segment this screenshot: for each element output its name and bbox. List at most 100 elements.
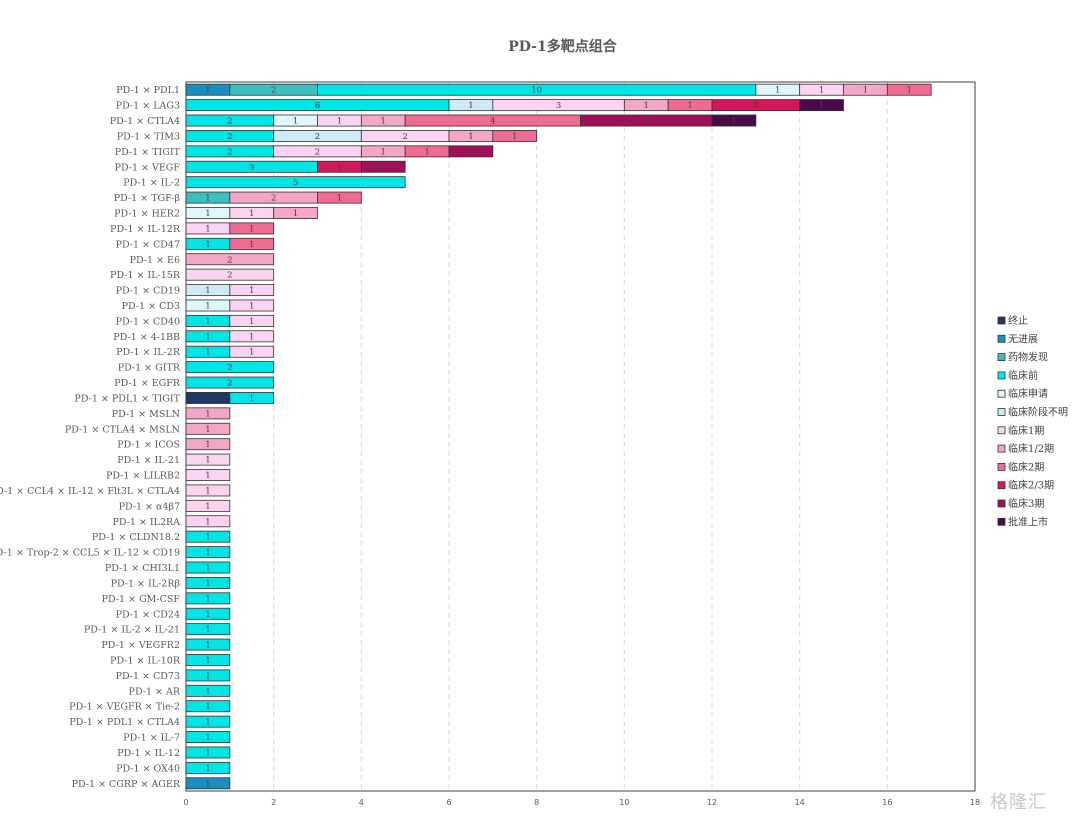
x-tick-label-10: 10	[619, 798, 629, 807]
category-label: PD-1 × PDL1 × TIGIT	[74, 393, 180, 404]
data-label: 2	[753, 101, 758, 111]
bar-segment	[185, 453, 231, 466]
bar-segment	[185, 576, 231, 589]
bar-segment	[185, 561, 231, 574]
data-label: 1	[468, 147, 473, 157]
bar-segment	[185, 684, 231, 697]
data-label: 1	[381, 163, 386, 173]
data-label: 6	[315, 101, 320, 111]
category-label: PD-1 × VEGFR2	[101, 640, 180, 651]
data-label: 1	[205, 394, 210, 404]
category-label: PD-1 × ICOS	[117, 440, 180, 451]
data-label: 3	[249, 163, 254, 173]
data-label: 3	[556, 101, 561, 111]
data-label: 1	[468, 101, 473, 111]
category-label: PD-1 × IL-2 × IL-21	[84, 625, 180, 636]
bar-segment	[711, 114, 757, 127]
x-tick-label-18: 18	[970, 798, 980, 807]
category-label: PD-1 × PDL1 × CTLA4	[69, 717, 180, 728]
data-label: 1	[205, 332, 210, 342]
data-label: 1	[205, 317, 210, 327]
bar-segment	[185, 715, 231, 728]
data-label: 1	[205, 409, 210, 419]
data-label: 5	[293, 178, 298, 188]
bar-segment	[799, 99, 844, 112]
bar-segment	[229, 314, 275, 327]
category-label: PD-1 × IL-2R	[116, 347, 181, 358]
data-label: 3	[644, 117, 649, 127]
category-label: PD-1 × IL-7	[123, 733, 180, 744]
bar-segment	[185, 607, 231, 620]
data-label: 1	[249, 286, 254, 296]
category-label: PD-1 × TGF-β	[114, 193, 181, 204]
legend-swatch	[997, 408, 1006, 416]
category-label: PD-1 × IL-15R	[110, 270, 181, 281]
legend-label: 终止	[1008, 314, 1028, 327]
data-label: 10	[531, 86, 542, 96]
bar-segment	[185, 268, 275, 281]
bar-segment	[229, 392, 275, 404]
data-label: 1	[468, 132, 473, 142]
data-label: 4	[490, 117, 495, 127]
legend-label: 无进展	[1008, 333, 1038, 345]
category-label: PD-1 × IL2RA	[112, 517, 180, 528]
legend-label: 药物发现	[1008, 351, 1048, 364]
legend-label: 临床阶段不明	[1008, 406, 1068, 419]
bar-segment	[185, 515, 231, 528]
data-label: 1	[819, 101, 824, 111]
data-label: 1	[249, 317, 254, 327]
data-label: 1	[775, 86, 780, 96]
legend-swatch	[997, 316, 1006, 325]
bar-segment	[360, 160, 406, 173]
bar-segment	[185, 623, 231, 636]
category-label: PD-1 × VEGF	[115, 162, 181, 173]
category-label: PD-1 × Trop-2 × CCL5 × IL-12 × CD19	[0, 548, 180, 559]
bar-segment	[273, 207, 318, 219]
data-label: 1	[205, 594, 210, 604]
data-label: 1	[205, 718, 210, 728]
legend-swatch	[997, 389, 1006, 398]
data-label: 1	[205, 471, 210, 481]
legend-label: 批准上市	[1008, 515, 1048, 528]
bar-segment	[185, 669, 231, 682]
data-label: 1	[205, 240, 210, 250]
bar-segment	[185, 499, 231, 512]
data-label: 1	[205, 748, 210, 758]
data-label: 2	[227, 117, 232, 127]
category-label: PD-1 × CD47	[116, 239, 180, 250]
data-label: 2	[227, 379, 232, 389]
legend-swatch	[997, 426, 1006, 435]
data-label: 1	[293, 117, 298, 127]
bar-segment	[492, 129, 538, 142]
data-label: 1	[205, 564, 210, 574]
x-tick-label-0: 0	[183, 798, 188, 807]
data-label: 1	[249, 209, 254, 219]
data-label: 1	[205, 486, 210, 496]
data-label: 1	[205, 641, 210, 651]
bar-segment	[185, 376, 275, 389]
data-label: 1	[205, 687, 210, 697]
category-label: PD-1 × AR	[129, 686, 181, 697]
legend-swatch	[997, 353, 1006, 362]
data-label: 1	[731, 117, 736, 127]
bar-segment	[229, 330, 275, 343]
data-label: 2	[227, 147, 232, 157]
bar-segment	[185, 469, 231, 481]
legend-swatch	[997, 334, 1006, 343]
legend-swatch	[997, 481, 1006, 490]
bar-segment	[185, 438, 231, 451]
x-tick-label-6: 6	[446, 798, 451, 807]
data-label: 2	[227, 255, 232, 265]
bar-segment	[448, 145, 494, 158]
bar-segment	[185, 484, 231, 497]
data-label: 1	[249, 224, 254, 234]
data-label: 1	[337, 117, 342, 127]
bar-segment	[185, 592, 231, 605]
category-label: PD-1 × TIM3	[117, 131, 180, 142]
data-label: 1	[205, 301, 210, 311]
category-label: PD-1 × E6	[130, 255, 180, 266]
category-label: PD-1 × PDL1	[116, 85, 180, 96]
data-label: 1	[249, 240, 254, 250]
legend-label: 临床2期	[1008, 460, 1044, 473]
